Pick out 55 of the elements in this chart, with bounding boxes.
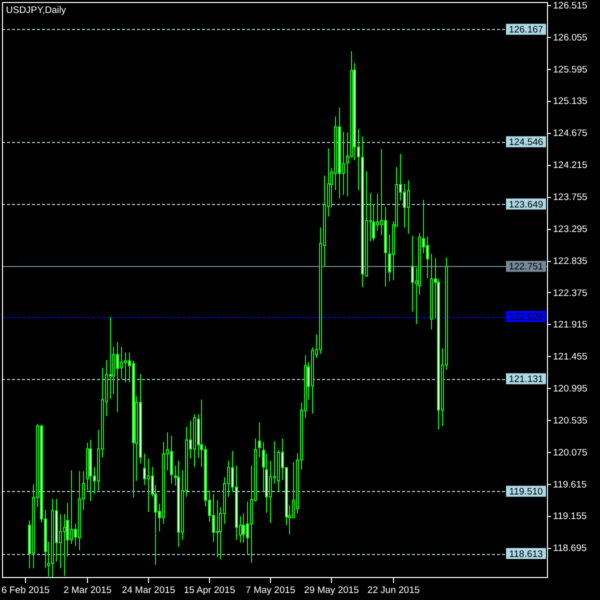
candlestick (242, 512, 245, 544)
ref-line-label: 122.028 (508, 312, 544, 323)
y-tick-label: 123.755 (553, 192, 588, 203)
candlestick (212, 494, 215, 542)
candlestick (143, 453, 146, 486)
y-tick-label: 121.455 (553, 352, 588, 363)
candlestick (269, 460, 272, 524)
y-tick-label: 119.615 (553, 479, 587, 490)
candlestick (147, 458, 150, 513)
candlestick (59, 514, 62, 569)
x-tick-label: 15 Apr 2015 (184, 585, 236, 596)
chart-title: USDJPY,Daily (6, 5, 66, 16)
y-tick-label: 118.695 (553, 543, 587, 554)
candlestick (403, 183, 406, 228)
candlestick (170, 435, 173, 484)
candlestick (292, 462, 295, 518)
y-tick-label: 122.835 (553, 256, 588, 267)
candlestick (246, 501, 249, 556)
y-tick-label: 126.515 (553, 0, 588, 12)
candlestick (109, 316, 112, 400)
candlestick (216, 500, 219, 558)
ref-line-label: 123.649 (508, 199, 544, 210)
candlestick (426, 236, 429, 279)
x-tick-label: 24 Mar 2015 (122, 585, 176, 596)
y-tick-label: 125.135 (553, 96, 588, 108)
y-tick-label: 122.375 (553, 288, 588, 299)
x-tick-label: 29 May 2015 (304, 585, 359, 596)
y-tick-label: 120.995 (553, 384, 588, 395)
ref-line-label: 121.131 (508, 374, 544, 386)
y-tick-label: 120.075 (553, 447, 588, 458)
y-tick-label: 124.215 (553, 160, 588, 172)
candlestick (70, 470, 73, 544)
y-tick-label: 121.915 (553, 320, 588, 331)
candlestick (116, 342, 119, 413)
y-tick-label: 123.295 (553, 224, 588, 235)
ref-line-label: 126.167 (508, 24, 544, 36)
x-tick-label: 7 May 2015 (246, 585, 296, 596)
candlestick (120, 346, 123, 380)
candlestick (411, 235, 414, 312)
ref-line-label: 122.751 (508, 262, 544, 273)
x-tick-label: 22 Jun 2015 (367, 585, 420, 596)
ref-line-label: 124.546 (508, 137, 544, 148)
y-tick-label: 125.595 (553, 64, 588, 76)
ref-line-label: 118.613 (509, 548, 543, 560)
y-tick-label: 126.055 (553, 32, 588, 44)
candlestick (124, 352, 127, 383)
candlestick (63, 514, 66, 576)
ref-line-label: 119.510 (509, 486, 543, 498)
x-tick-label: 2 Mar 2015 (63, 585, 112, 596)
y-tick-label: 124.675 (553, 128, 588, 140)
x-tick-label: 6 Feb 2015 (1, 585, 50, 596)
y-tick-label: 119.155 (553, 511, 587, 522)
y-tick-label: 120.535 (553, 415, 588, 426)
candlestick (258, 422, 261, 458)
candlestick (407, 180, 410, 234)
